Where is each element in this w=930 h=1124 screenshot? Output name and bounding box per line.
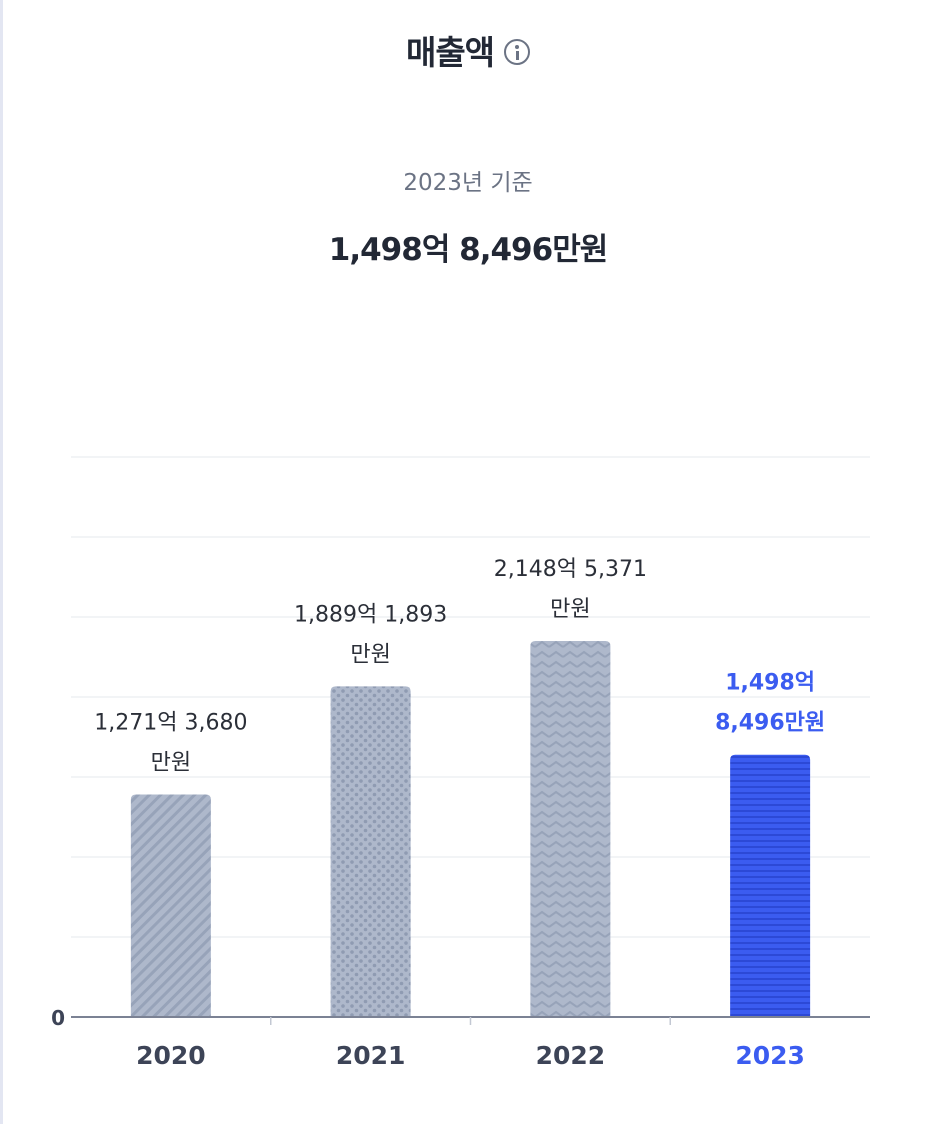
bar-chart: 1,271억 3,680 만원 1,889억 1,893 만원 2,148억 5,371…: [51, 456, 870, 1070]
bar-layer: [130, 641, 811, 1017]
axis-layer: 2020 2021 2022 2023 0: [51, 1006, 870, 1070]
info-icon[interactable]: [504, 38, 531, 65]
data-label-2020: 만원: [151, 751, 191, 776]
bar-2020: [130, 794, 211, 1017]
basis-label: 2023년 기준: [403, 170, 533, 196]
data-label-2021: 만원: [350, 642, 390, 667]
x-tick-label-2023: 2023: [735, 1041, 805, 1070]
headline-value: 1,498억 8,496만원: [328, 232, 608, 268]
x-tick-label-2020: 2020: [136, 1041, 206, 1070]
data-label-2021: 1,889억 1,893: [294, 602, 447, 627]
label-layer: 1,271억 3,680 만원 1,889억 1,893 만원 2,148억 5,371…: [94, 557, 825, 776]
bar-2023: [730, 754, 811, 1017]
x-tick-label-2022: 2022: [536, 1041, 606, 1070]
data-label-2023: 8,496만원: [715, 711, 825, 736]
data-label-2022: 만원: [550, 597, 590, 622]
data-label-2023: 1,498억: [725, 671, 815, 696]
bar-2021: [330, 686, 411, 1017]
chart-title: 매출액: [405, 33, 495, 72]
title-row: 매출액: [3, 26, 930, 74]
data-label-2020: 1,271억 3,680: [94, 711, 247, 736]
data-label-2022: 2,148억 5,371: [494, 557, 647, 582]
bar-2022: [530, 641, 611, 1017]
y-tick-label: 0: [51, 1006, 65, 1030]
x-tick-label-2021: 2021: [336, 1041, 406, 1070]
